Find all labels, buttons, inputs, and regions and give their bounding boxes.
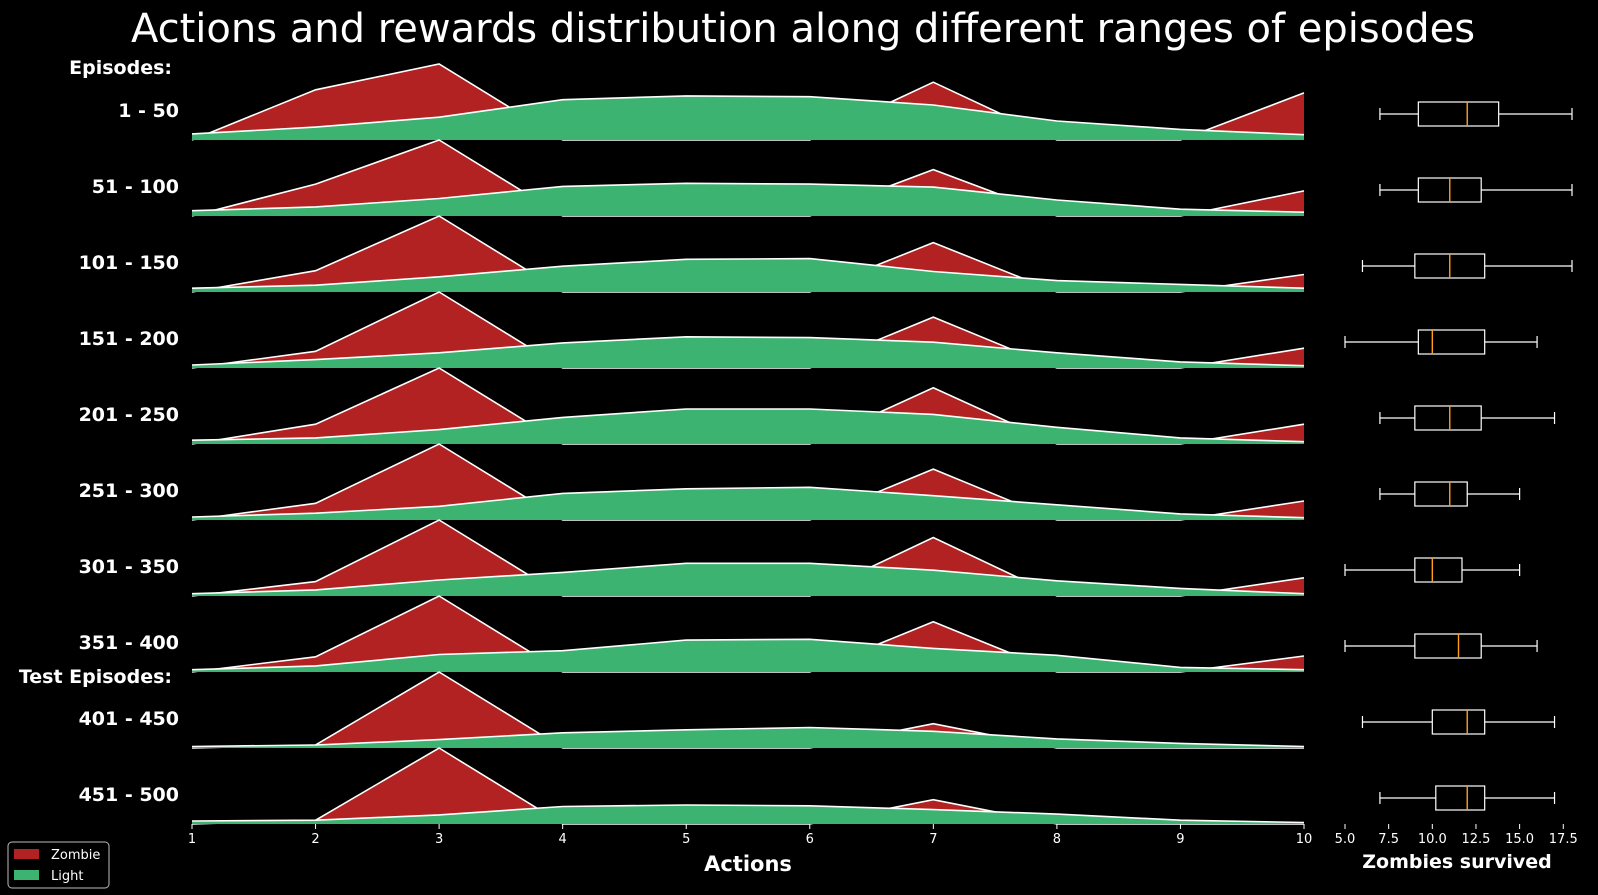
ridge-row: 251 - 300	[79, 443, 1305, 521]
iqr-box	[1417, 329, 1486, 355]
light-area	[192, 487, 1304, 520]
legend-swatch-light	[14, 870, 39, 880]
zombies-tick-label: 5.0	[1335, 832, 1356, 847]
light-area	[192, 183, 1304, 216]
zombies-tick-label: 7.5	[1378, 832, 1399, 847]
zombies-tick-label: 17.5	[1549, 832, 1578, 847]
zombies-tick-label: 10.0	[1418, 832, 1447, 847]
x-tick-label: 3	[435, 832, 443, 847]
row-label: 101 - 150	[79, 252, 179, 274]
x-tick-label: 8	[1053, 832, 1061, 847]
x-tick-label: 2	[311, 832, 319, 847]
row-label: 151 - 200	[79, 328, 179, 350]
actions-axis-label: Actions	[704, 852, 792, 876]
light-outline	[191, 562, 1305, 595]
x-tick-label: 4	[559, 832, 567, 847]
light-area	[192, 409, 1304, 444]
ridge-row: 401 - 450	[79, 671, 1305, 749]
light-outline	[191, 804, 1305, 824]
light-outline	[191, 335, 1305, 367]
legend: Zombie Light	[7, 841, 110, 889]
light-area	[192, 95, 1304, 140]
boxplot	[1344, 329, 1538, 355]
row-label: 301 - 350	[79, 556, 179, 578]
light-outline	[191, 408, 1305, 443]
row-label: 51 - 100	[92, 176, 179, 198]
ridge-row: 451 - 500	[79, 747, 1305, 825]
zombies-tick-label: 15.0	[1505, 832, 1534, 847]
ridges: 1 - 50 51 - 100 101 - 150 151 - 200 201 - 25…	[79, 63, 1305, 825]
group-header-test: Test Episodes:	[19, 666, 172, 688]
ridge-row: 201 - 250	[79, 367, 1305, 445]
light-area	[192, 805, 1304, 824]
boxplots	[1344, 101, 1573, 811]
row-label: 251 - 300	[79, 480, 179, 502]
zombies-axis-label: Zombies survived	[1362, 851, 1552, 873]
legend-label-light: Light	[51, 869, 83, 884]
row-label: 1 - 50	[118, 100, 179, 122]
light-outline	[191, 726, 1305, 748]
boxplot	[1361, 253, 1573, 279]
iqr-box	[1414, 557, 1463, 583]
boxplot	[1379, 177, 1573, 203]
iqr-box	[1414, 633, 1482, 659]
ridge-row: 351 - 400	[79, 595, 1305, 673]
row-label: 351 - 400	[79, 632, 179, 654]
zombies-tick-label: 12.5	[1461, 832, 1490, 847]
light-outline	[191, 182, 1305, 213]
zombies-axis: 5.0 7.5 10.0 12.5 15.0 17.5	[1335, 824, 1578, 847]
boxplot	[1344, 633, 1538, 659]
light-area	[192, 639, 1304, 672]
ridge-row: 151 - 200	[79, 291, 1305, 369]
boxplot	[1379, 481, 1521, 507]
row-label: 201 - 250	[79, 404, 179, 426]
x-tick-label: 6	[806, 832, 814, 847]
light-area	[192, 336, 1304, 368]
ridge-row: 1 - 50	[118, 63, 1305, 141]
group-header-train: Episodes:	[69, 57, 172, 79]
ridge-row: 51 - 100	[92, 139, 1305, 217]
chart-title: Actions and rewards distribution along d…	[131, 6, 1475, 52]
x-tick-label: 9	[1176, 832, 1184, 847]
boxplot	[1379, 101, 1573, 127]
light-area	[192, 727, 1304, 748]
light-outline	[191, 257, 1305, 289]
iqr-box	[1414, 481, 1468, 507]
x-tick-label: 5	[682, 832, 690, 847]
x-tick-label: 7	[929, 832, 937, 847]
light-outline	[191, 95, 1305, 136]
actions-axis: 1 2 3 4 5 6 7 8 9 10	[188, 824, 1312, 847]
light-area	[192, 563, 1304, 596]
x-tick-label: 10	[1296, 832, 1313, 847]
iqr-box	[1435, 785, 1486, 811]
x-tick-label: 1	[188, 832, 196, 847]
row-label: 451 - 500	[79, 784, 179, 806]
ridge-row: 101 - 150	[79, 215, 1305, 293]
iqr-box	[1431, 709, 1486, 735]
iqr-box	[1414, 405, 1482, 431]
light-area	[192, 258, 1304, 292]
legend-label-zombie: Zombie	[51, 848, 100, 863]
legend-swatch-zombie	[14, 849, 39, 859]
ridge-row: 301 - 350	[79, 519, 1305, 597]
boxplot	[1379, 785, 1556, 811]
boxplot	[1379, 405, 1556, 431]
boxplot	[1344, 557, 1521, 583]
row-label: 401 - 450	[79, 708, 179, 730]
boxplot	[1361, 709, 1556, 735]
light-outline	[191, 638, 1305, 671]
iqr-box	[1417, 101, 1500, 127]
light-outline	[191, 486, 1305, 519]
